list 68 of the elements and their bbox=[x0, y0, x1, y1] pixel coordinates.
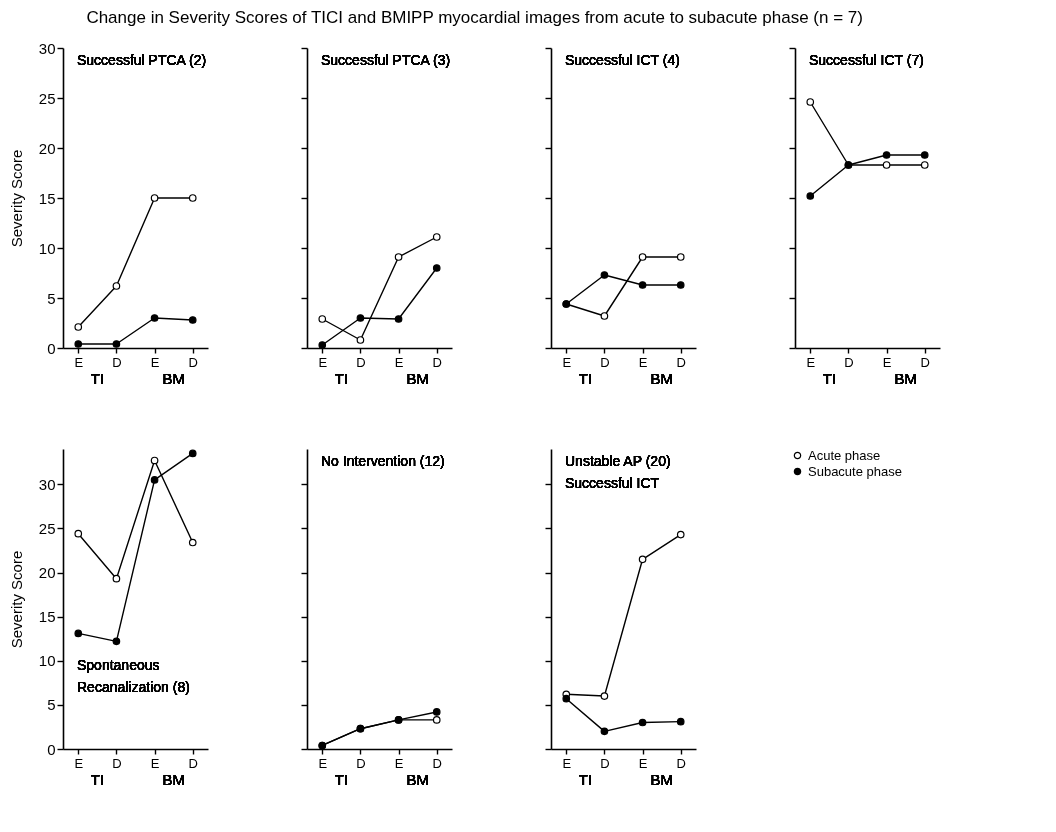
y-tick-label: 10 bbox=[38, 652, 56, 670]
text: TI bbox=[334, 370, 349, 387]
x-tick-label: D bbox=[676, 755, 686, 771]
x-tick-label: E bbox=[150, 354, 160, 370]
x-tick-label: D bbox=[844, 354, 854, 370]
text: BM bbox=[406, 771, 429, 788]
x-tick-label: E bbox=[562, 755, 572, 771]
y-tick-label: 30 bbox=[38, 39, 56, 57]
y-tick-label: 0 bbox=[47, 339, 56, 357]
x-tick-label: D bbox=[676, 354, 686, 370]
x-tick-label: D bbox=[432, 354, 442, 370]
chart-subtitle: Successful PTCA (3) bbox=[321, 52, 451, 68]
x-tick-label: E bbox=[806, 354, 816, 370]
text: TI bbox=[578, 771, 593, 788]
text: TI bbox=[90, 771, 105, 788]
x-tick-label: D bbox=[600, 755, 610, 771]
chart-subtitle: Successful ICT (7) bbox=[809, 52, 924, 68]
y-tick-label: 5 bbox=[47, 696, 56, 714]
text: BM bbox=[406, 370, 429, 387]
x-tick-label: D bbox=[356, 755, 366, 771]
y-tick-label: 20 bbox=[38, 139, 56, 157]
x-tick-label: D bbox=[188, 354, 198, 370]
x-tick-label: E bbox=[318, 354, 328, 370]
x-tick-label: E bbox=[638, 755, 648, 771]
chart-subtitle: No Intervention (12) bbox=[321, 453, 445, 469]
y-axis-title: Severity Score bbox=[7, 149, 25, 248]
chart-subtitle: Successful ICT (4) bbox=[565, 52, 680, 68]
text: BM bbox=[162, 370, 185, 387]
y-tick-label: 10 bbox=[38, 239, 56, 257]
text: Spontaneous Recanalization (8) bbox=[77, 657, 190, 695]
y-tick-label: 0 bbox=[47, 740, 56, 758]
x-tick-label: E bbox=[150, 755, 160, 771]
y-tick-label: 15 bbox=[38, 608, 56, 626]
text: BM bbox=[894, 370, 917, 387]
x-tick-label: E bbox=[638, 354, 648, 370]
y-tick-label: 15 bbox=[38, 189, 56, 207]
x-tick-label: E bbox=[562, 354, 572, 370]
text: BM bbox=[650, 771, 673, 788]
text: Unstable AP (20) Successful ICT bbox=[565, 453, 671, 491]
x-tick-label: E bbox=[882, 354, 892, 370]
text: TI bbox=[578, 370, 593, 387]
text: TI bbox=[334, 771, 349, 788]
text: BM bbox=[650, 370, 673, 387]
chart-subtitle: Successful PTCA (2) bbox=[77, 52, 207, 68]
text: Change in Severity Scores of TICI and BMIPP myocardial images from acute to subacute phase (n = 7) bbox=[86, 8, 863, 27]
y-tick-label: 25 bbox=[38, 89, 56, 107]
y-tick-label: 25 bbox=[38, 519, 56, 537]
y-tick-label: 5 bbox=[47, 289, 56, 307]
x-tick-label: E bbox=[74, 354, 84, 370]
x-tick-label: E bbox=[394, 755, 404, 771]
y-tick-label: 30 bbox=[38, 475, 56, 493]
y-tick-label: 20 bbox=[38, 564, 56, 582]
x-tick-label: D bbox=[920, 354, 930, 370]
x-tick-label: D bbox=[112, 354, 122, 370]
text: BM bbox=[162, 771, 185, 788]
y-axis-title: Severity Score bbox=[7, 550, 25, 649]
legend-label: Acute phase bbox=[808, 447, 881, 463]
x-tick-label: D bbox=[432, 755, 442, 771]
x-tick-label: D bbox=[188, 755, 198, 771]
text: TI bbox=[822, 370, 837, 387]
text: TI bbox=[90, 370, 105, 387]
x-tick-label: D bbox=[356, 354, 366, 370]
x-tick-label: E bbox=[394, 354, 404, 370]
x-tick-label: E bbox=[318, 755, 328, 771]
legend-label: Subacute phase bbox=[808, 463, 902, 479]
x-tick-label: D bbox=[600, 354, 610, 370]
x-tick-label: E bbox=[74, 755, 84, 771]
x-tick-label: D bbox=[112, 755, 122, 771]
